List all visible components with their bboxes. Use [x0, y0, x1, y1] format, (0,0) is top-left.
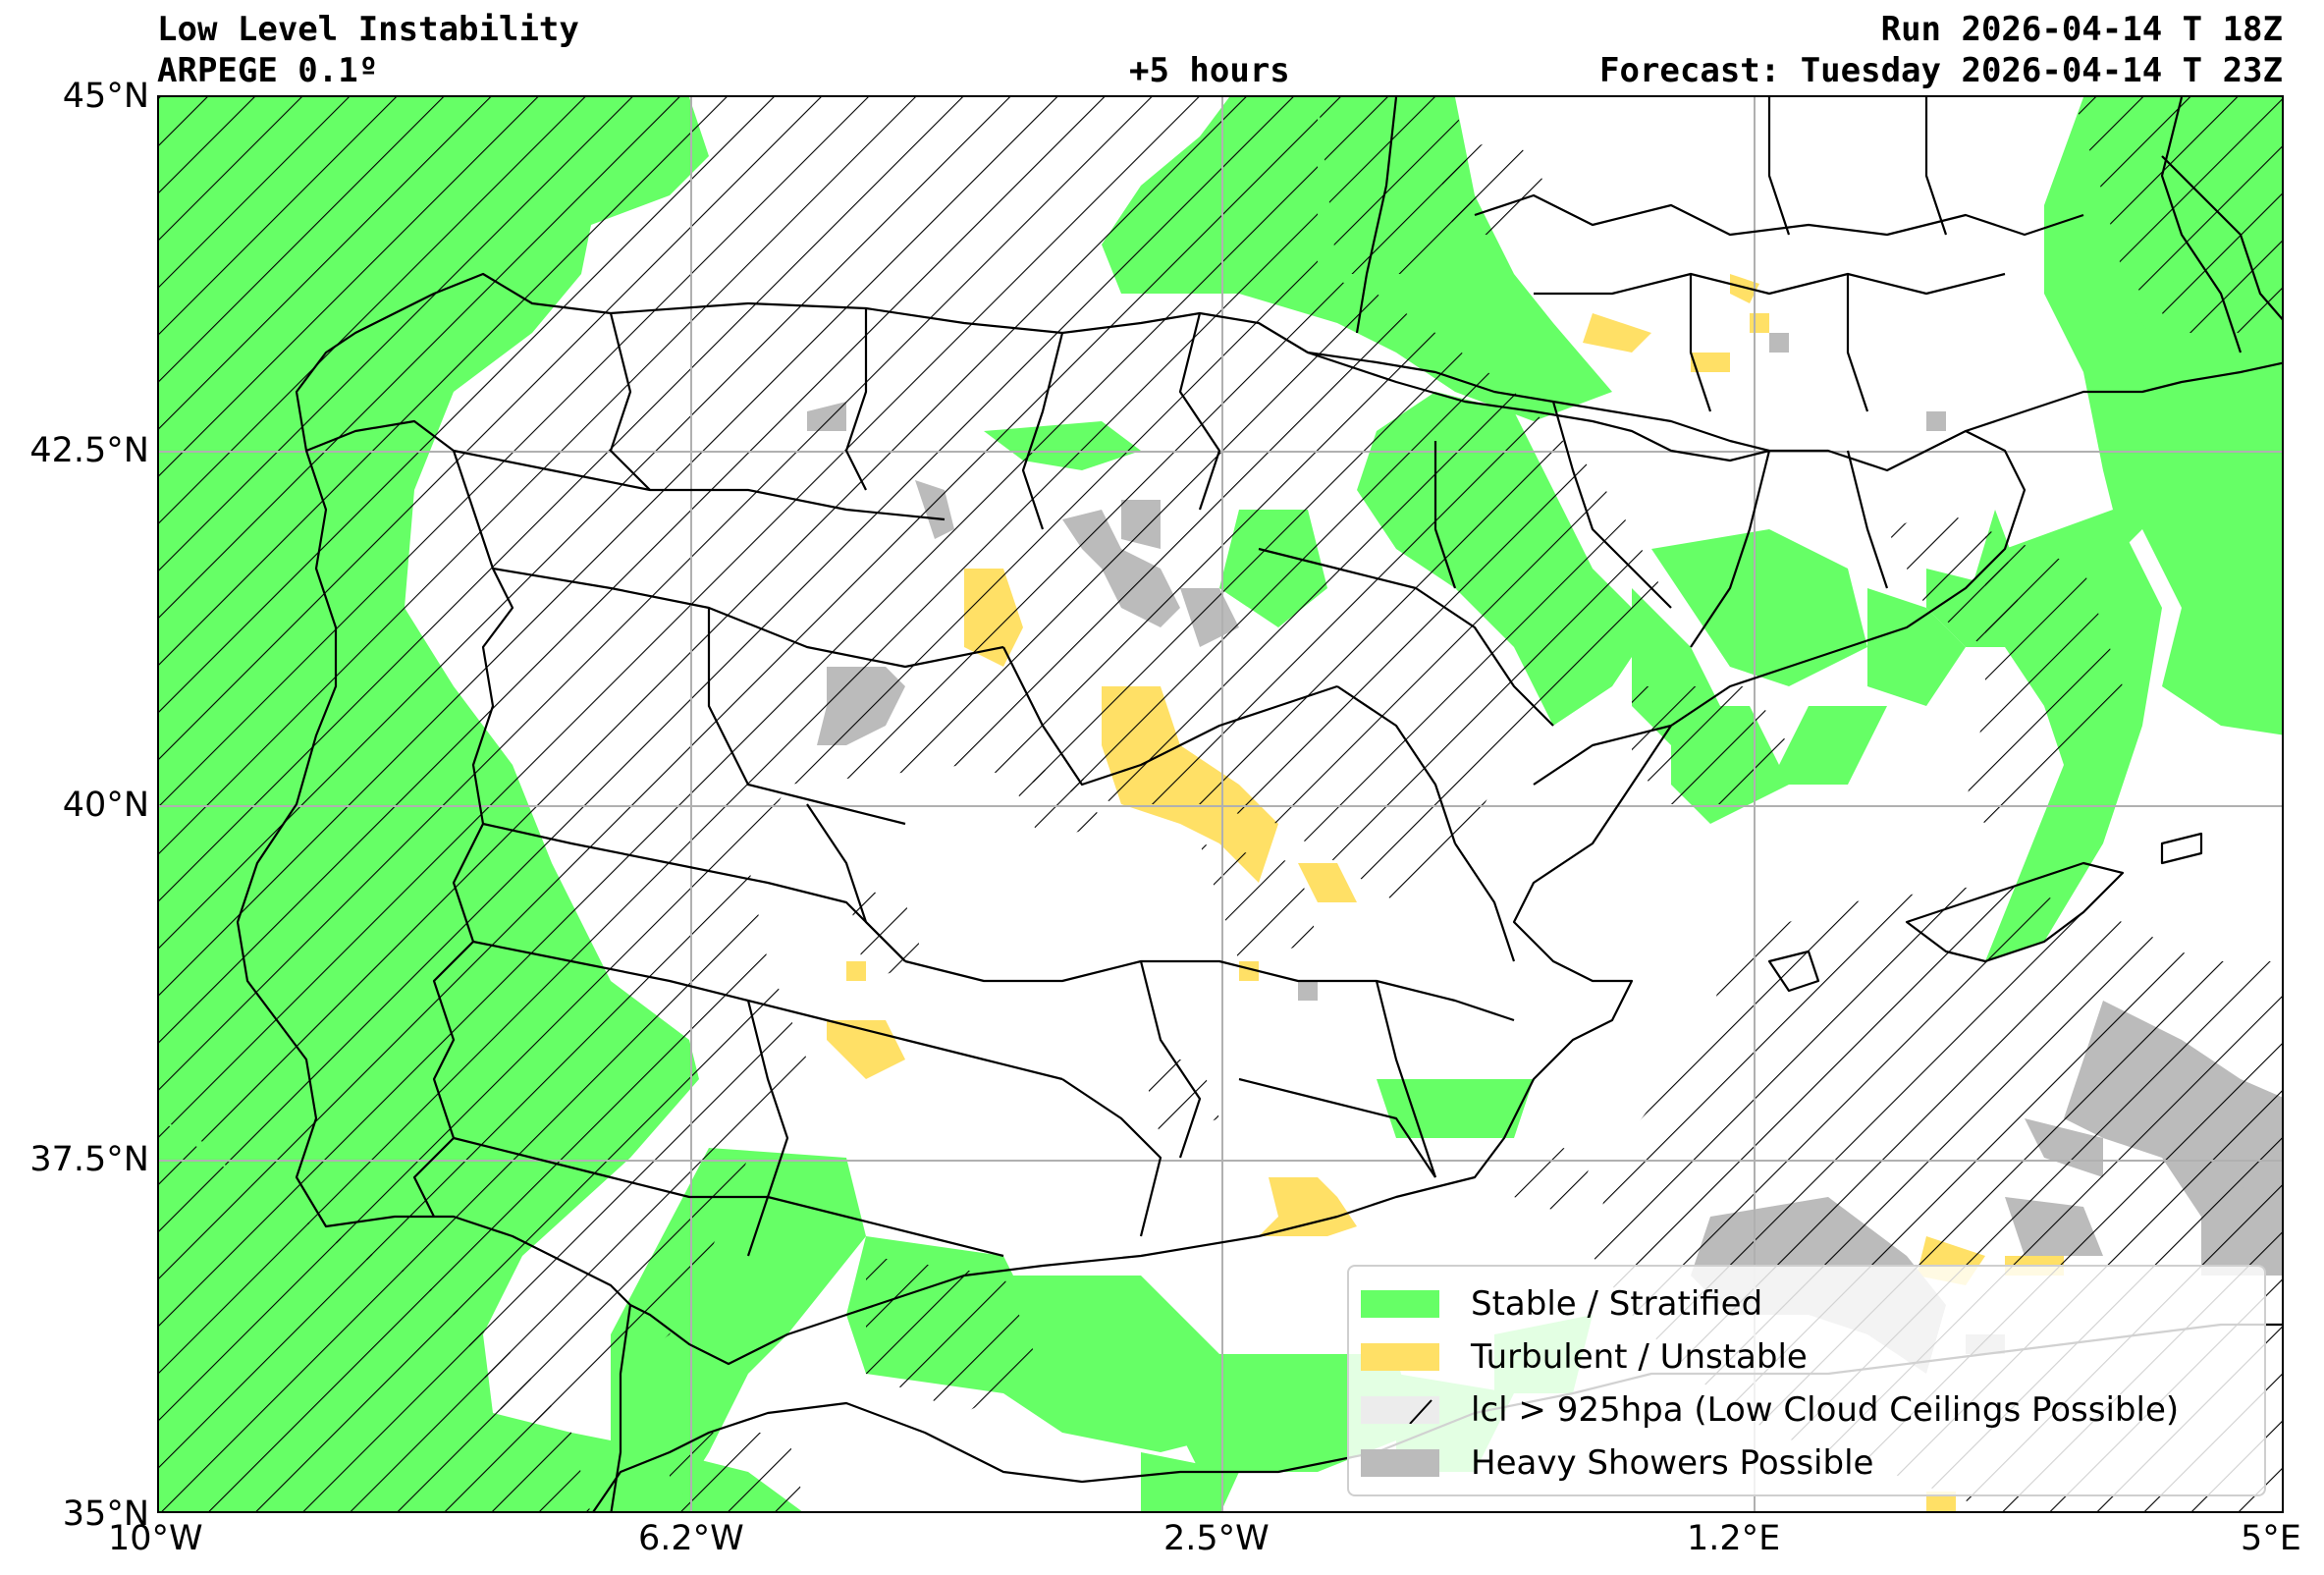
admin-border	[707, 608, 906, 826]
admin-border	[1690, 450, 1771, 648]
france-admin-border	[1534, 272, 2006, 296]
legend-label: lcl > 925hpa (Low Cloud Ceilings Possibl…	[1471, 1390, 2180, 1430]
lon-tick-label: 6.2°W	[638, 1519, 744, 1558]
legend-label: Stable / Stratified	[1471, 1284, 1763, 1324]
france-admin-border	[2160, 97, 2243, 353]
admin-border	[1846, 450, 1889, 589]
admin-border	[1021, 332, 1064, 530]
legend-swatch-hatch	[1361, 1396, 1439, 1424]
lon-tick-label: 10°W	[108, 1519, 203, 1558]
mediterranean-coast-france	[1965, 361, 2282, 433]
legend-item-low-cloud: lcl > 925hpa (Low Cloud Ceilings Possibl…	[1361, 1390, 2254, 1430]
france-admin-border	[1689, 274, 1712, 412]
legend-item-stable: Stable / Stratified	[1361, 1284, 2254, 1324]
legend-swatch-showers	[1361, 1449, 1439, 1477]
admin-border	[1178, 312, 1221, 511]
model-label: ARPEGE 0.1º	[157, 51, 379, 90]
france-admin-border	[1846, 274, 1869, 412]
admin-border	[482, 822, 906, 962]
lat-tick-label: 37.5°N	[29, 1140, 149, 1179]
admin-border	[453, 449, 946, 521]
admin-border	[1061, 1078, 1162, 1237]
legend-swatch-turbulent	[1361, 1343, 1439, 1371]
legend-label: Heavy Showers Possible	[1471, 1443, 1874, 1483]
french-coastline	[1355, 97, 1398, 334]
france-admin-border	[1474, 193, 2084, 237]
lat-tick-label: 45°N	[62, 77, 149, 116]
france-admin-border	[1767, 97, 1791, 236]
map-legend: Stable / Stratified Turbulent / Unstable…	[1347, 1265, 2266, 1496]
admin-border	[472, 940, 1063, 1081]
lat-tick-label: 35°N	[62, 1494, 149, 1534]
admin-border	[746, 1000, 789, 1257]
admin-border	[1551, 401, 1672, 609]
lon-tick-label: 1.2°E	[1687, 1519, 1781, 1558]
admin-border	[1533, 724, 1672, 786]
admin-border	[1433, 441, 1457, 589]
admin-border	[904, 959, 1515, 1022]
admin-border	[610, 1304, 632, 1511]
legend-item-turbulent: Turbulent / Unstable	[1361, 1337, 2254, 1377]
balearic-ibiza	[1767, 950, 1820, 993]
admin-border	[1002, 646, 1338, 787]
run-label: Run 2026-04-14 T 18Z	[1880, 10, 2283, 49]
coastlines-borders	[236, 97, 2282, 1511]
balearic-menorca	[2160, 832, 2203, 865]
balearic-mallorca	[1905, 861, 2125, 963]
lon-tick-label: 2.5°W	[1163, 1519, 1270, 1558]
map-title: Low Level Instability	[157, 10, 579, 49]
legend-item-showers: Heavy Showers Possible	[1361, 1443, 2254, 1483]
lead-time-label: +5 hours	[1129, 51, 1290, 90]
admin-border	[844, 308, 868, 491]
admin-border	[609, 312, 651, 491]
admin-border	[1258, 547, 1554, 727]
france-admin-border	[1924, 97, 1948, 236]
legend-label: Turbulent / Unstable	[1471, 1337, 1808, 1377]
iberian-coastline	[236, 272, 2027, 1366]
admin-border	[492, 567, 1004, 669]
admin-border	[1336, 685, 1457, 844]
lat-tick-label: 40°N	[62, 786, 149, 825]
admin-border	[1454, 842, 1516, 962]
admin-border	[1139, 960, 1202, 1159]
admin-border	[1375, 980, 1437, 1178]
lat-tick-label: 42.5°N	[29, 431, 149, 470]
admin-border	[1238, 1077, 1436, 1178]
italy-coast	[2161, 155, 2282, 321]
admin-border	[453, 1136, 1004, 1258]
lon-tick-label: 5°E	[2241, 1519, 2301, 1558]
legend-swatch-stable	[1361, 1290, 1439, 1318]
forecast-label: Forecast: Tuesday 2026-04-14 T 23Z	[1599, 51, 2283, 90]
